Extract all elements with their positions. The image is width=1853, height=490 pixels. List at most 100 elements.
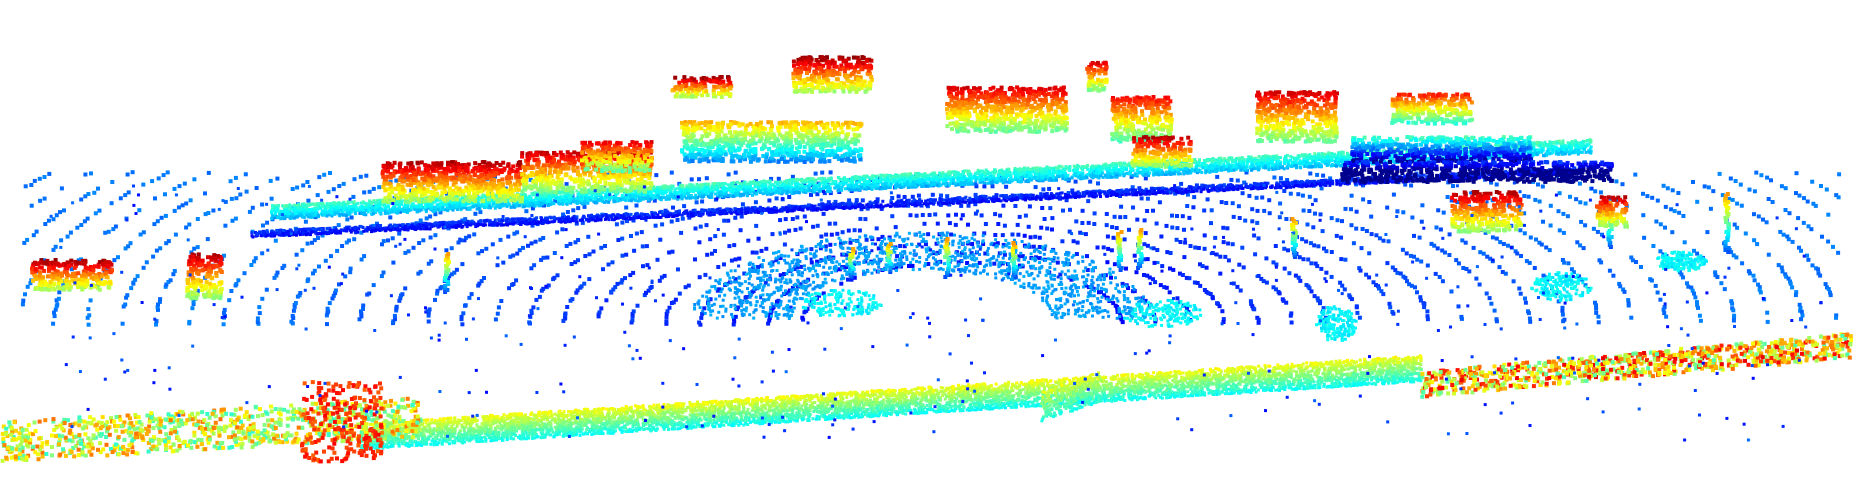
ground-point	[915, 214, 919, 218]
ground-point	[788, 268, 791, 271]
ground-point	[1645, 194, 1649, 198]
ground-point	[599, 246, 603, 250]
ground-point	[1419, 260, 1423, 264]
ground-point	[1227, 258, 1231, 262]
ground-point	[1016, 233, 1020, 237]
ground-point	[799, 297, 802, 300]
ground-point	[1633, 173, 1637, 177]
ground-point	[960, 259, 963, 262]
ground-point	[755, 296, 758, 299]
ground-point	[698, 275, 702, 279]
ground-point	[631, 271, 635, 275]
ground-point	[1100, 287, 1103, 290]
ground-point	[905, 255, 908, 258]
ground-point	[909, 261, 912, 264]
ground-point	[858, 252, 861, 255]
ground-point	[1796, 216, 1800, 220]
ground-point	[907, 264, 911, 268]
ground-point	[351, 195, 355, 199]
ground-point	[244, 172, 248, 176]
ground-point	[699, 225, 703, 229]
ground-point	[735, 292, 738, 295]
ground-point	[243, 271, 247, 275]
ground-point	[939, 267, 942, 270]
ground-point	[361, 304, 365, 308]
ground-point	[714, 279, 717, 282]
barrier-point	[1333, 153, 1336, 156]
ground-point	[863, 217, 867, 221]
ground-point	[1533, 198, 1537, 202]
ground-point	[825, 281, 828, 284]
ground-point	[718, 295, 721, 298]
ground-point	[998, 214, 1002, 218]
ground-point	[1049, 307, 1052, 310]
ground-point	[777, 278, 780, 281]
ground-point	[841, 230, 845, 234]
ground-point	[1709, 207, 1713, 211]
ground-point	[968, 264, 971, 267]
ground-point	[1806, 258, 1810, 262]
ground-point	[1081, 256, 1084, 259]
ground-point	[629, 234, 633, 238]
ground-point	[702, 306, 706, 310]
ground-point	[754, 200, 758, 204]
ground-point	[885, 268, 888, 271]
ground-point	[824, 261, 827, 264]
ground-point	[755, 300, 758, 303]
ground-point	[1201, 264, 1205, 268]
ground-point	[429, 236, 433, 240]
ground-point	[883, 251, 886, 254]
ground-point	[822, 281, 825, 284]
ground-point	[761, 301, 764, 304]
ground-point	[1614, 179, 1618, 183]
ground-point	[83, 173, 87, 177]
ground-point	[982, 239, 985, 242]
ground-point	[173, 269, 177, 273]
ground-point	[1296, 192, 1300, 196]
ground-point	[427, 320, 431, 324]
ground-point	[1318, 301, 1322, 305]
ground-point	[249, 263, 253, 267]
ground-point	[878, 261, 881, 264]
ground-point	[1014, 282, 1017, 285]
ground-point	[916, 245, 919, 248]
ground-point	[951, 243, 954, 246]
ground-point	[790, 288, 793, 291]
ground-point	[759, 279, 762, 282]
ground-point	[428, 215, 432, 219]
ground-point	[645, 244, 649, 248]
ground-point	[1527, 195, 1531, 199]
ground-point	[1734, 179, 1738, 183]
ground-point	[809, 284, 812, 287]
ground-point	[915, 253, 918, 256]
ground-point	[983, 269, 986, 272]
ground-point	[1252, 307, 1256, 311]
ground-point	[556, 273, 560, 277]
ground-point	[1794, 293, 1798, 297]
ground-point	[1098, 306, 1101, 309]
ground-point	[768, 294, 771, 297]
ground-point	[945, 194, 949, 198]
ground-point	[972, 265, 975, 268]
ground-point	[1231, 242, 1235, 246]
ground-point	[1077, 286, 1080, 289]
ground-point	[377, 185, 381, 189]
ground-point	[1711, 189, 1715, 193]
ground-point	[189, 198, 193, 202]
ground-point	[762, 259, 765, 262]
ground-point	[1641, 213, 1645, 217]
ground-point	[918, 256, 921, 259]
ground-point	[1099, 278, 1102, 281]
ground-point	[1579, 220, 1583, 224]
ground-point	[1284, 217, 1288, 221]
ground-point	[1091, 315, 1094, 318]
ground-point	[1232, 215, 1236, 219]
ground-point	[1594, 303, 1598, 307]
ground-point	[1495, 183, 1499, 187]
ground-point	[1401, 210, 1405, 214]
ground-point	[1321, 174, 1325, 178]
ground-point	[1784, 186, 1788, 190]
ground-point	[840, 267, 843, 270]
ground-point	[820, 171, 824, 175]
ground-point	[1050, 228, 1054, 232]
